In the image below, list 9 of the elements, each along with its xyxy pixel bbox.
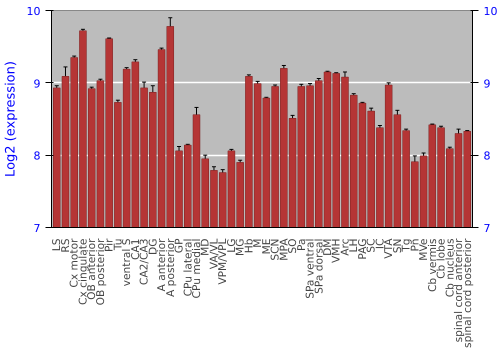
y2-tick-label: 10 [484, 5, 498, 18]
y-tick-label: 7 [34, 222, 40, 235]
y-tick-label: 9 [34, 77, 40, 90]
y2-tick-label: 9 [484, 77, 490, 90]
y2-tick-label: 8 [484, 150, 490, 163]
y-tick-label: 10 [26, 5, 41, 18]
y-tick-label: 8 [34, 150, 40, 163]
y2-tick-label: 7 [484, 222, 490, 235]
y-axis-title: Log2 (expression) [4, 61, 19, 177]
